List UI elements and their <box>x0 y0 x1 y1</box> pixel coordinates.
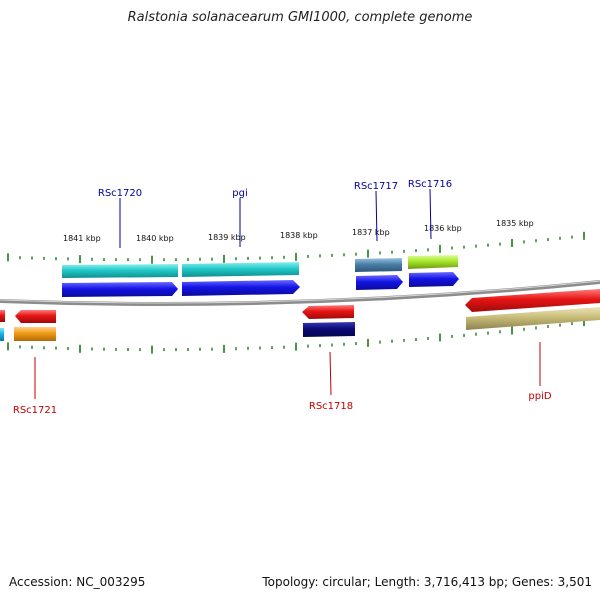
gene-label-ppiD[interactable]: ppiD <box>528 391 551 402</box>
gene-label-RSc1721[interactable]: RSc1721 <box>13 405 57 416</box>
gene-label-RSc1718[interactable]: RSc1718 <box>309 401 353 412</box>
accession-text: Accession: NC_003295 <box>9 575 146 589</box>
gene-label-RSc1717[interactable]: RSc1717 <box>354 181 398 192</box>
scale-label-1838: 1838 kbp <box>280 231 318 240</box>
genome-info-text: Topology: circular; Length: 3,716,413 bp… <box>262 575 592 589</box>
gene-RSc1720-blue-arrow[interactable] <box>62 282 178 297</box>
gene-ppiD-red-arrow[interactable] <box>465 289 600 312</box>
callout-line-RSc1717 <box>375 190 378 242</box>
gene-RSc1717-steelblue[interactable] <box>355 258 402 272</box>
scale-label-1837: 1837 kbp <box>352 228 390 237</box>
lower-scale-ticks <box>7 318 585 354</box>
gene-label-pgi[interactable]: pgi <box>232 188 247 199</box>
gene-label-RSc1716[interactable]: RSc1716 <box>408 179 452 190</box>
callout-line-RSc1718 <box>329 351 332 396</box>
gene-RSc1721-red-arrow[interactable] <box>15 310 56 323</box>
gene-RSc1720-cyan[interactable] <box>62 264 178 278</box>
gene-RSc1716-yellowgreen[interactable] <box>408 255 458 269</box>
genome-backbone <box>0 280 600 306</box>
gene-ppiD-khaki[interactable] <box>466 307 600 330</box>
gene-left-edge-red[interactable] <box>0 310 5 322</box>
gene-RSc1716-blue-arrow[interactable] <box>409 272 459 287</box>
map-title: Ralstonia solanacearum GMI1000, complete… <box>127 10 473 25</box>
gene-left-edge-skyblue[interactable] <box>0 328 4 341</box>
scale-label-1840: 1840 kbp <box>136 234 174 243</box>
scale-label-1839: 1839 kbp <box>208 233 246 242</box>
gene-pgi-blue-arrow[interactable] <box>182 280 300 296</box>
genome-backbone-highlight <box>0 280 600 304</box>
gene-RSc1717-blue-arrow[interactable] <box>356 275 403 290</box>
upper-scale-ticks <box>7 231 585 264</box>
callout-line-RSc1716 <box>429 188 432 240</box>
gene-RSc1718-navy[interactable] <box>303 322 355 337</box>
gene-RSc1718-red-arrow[interactable] <box>302 305 354 319</box>
scale-label-1841: 1841 kbp <box>63 234 101 243</box>
gene-pgi-cyan[interactable] <box>182 262 299 277</box>
gene-RSc1721-orange[interactable] <box>14 327 56 341</box>
scale-label-1835: 1835 kbp <box>496 219 534 228</box>
gene-label-RSc1720[interactable]: RSc1720 <box>98 188 142 199</box>
scale-label-1836: 1836 kbp <box>424 224 462 233</box>
